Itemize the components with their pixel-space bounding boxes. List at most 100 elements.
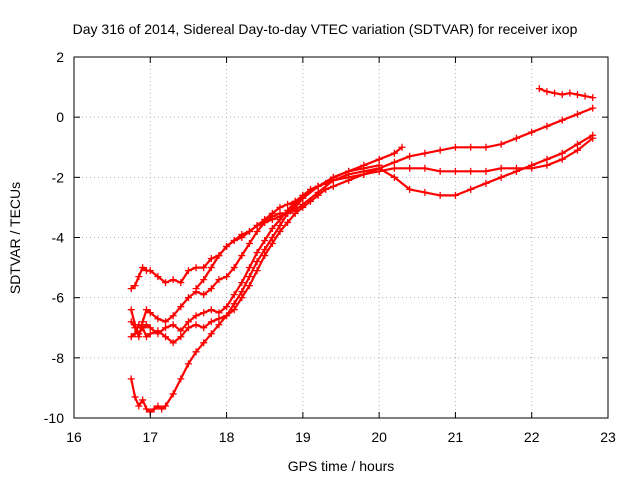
x-tick-label: 18 xyxy=(219,429,235,445)
data-point xyxy=(200,276,208,284)
x-tick-label: 16 xyxy=(66,429,82,445)
data-point xyxy=(146,324,154,332)
data-point xyxy=(261,252,269,260)
data-point xyxy=(127,375,135,383)
data-point xyxy=(543,88,551,96)
data-point xyxy=(169,276,177,284)
data-point xyxy=(543,161,551,169)
x-tick-label: 17 xyxy=(142,429,158,445)
data-point xyxy=(169,312,177,320)
data-point xyxy=(245,264,253,272)
data-point xyxy=(276,212,284,220)
data-point xyxy=(169,321,177,329)
data-point xyxy=(127,285,135,293)
data-point xyxy=(215,309,223,317)
data-point xyxy=(512,134,520,142)
data-point xyxy=(154,330,162,338)
data-point xyxy=(314,182,322,190)
x-axis-label: GPS time / hours xyxy=(288,458,395,474)
data-point xyxy=(375,164,383,172)
data-point xyxy=(558,91,566,99)
data-point xyxy=(299,194,307,202)
data-point xyxy=(238,252,246,260)
data-point xyxy=(573,110,581,118)
data-point xyxy=(589,131,597,139)
data-point xyxy=(192,312,200,320)
data-point xyxy=(135,402,143,410)
data-point xyxy=(467,167,475,175)
data-point xyxy=(207,264,215,272)
data-point xyxy=(238,288,246,296)
data-point xyxy=(200,339,208,347)
data-point xyxy=(497,140,505,148)
data-point xyxy=(261,246,269,254)
y-tick-label: -10 xyxy=(44,410,64,426)
data-point xyxy=(375,155,383,163)
data-point xyxy=(253,258,261,266)
data-point xyxy=(131,282,139,290)
data-point xyxy=(162,279,170,287)
data-point xyxy=(215,321,223,329)
data-point xyxy=(406,152,414,160)
data-point xyxy=(581,92,589,100)
data-point xyxy=(162,324,170,332)
data-point xyxy=(223,312,231,320)
data-point xyxy=(398,143,406,151)
data-point xyxy=(543,155,551,163)
data-point xyxy=(162,402,170,410)
data-point xyxy=(535,85,543,93)
x-tick-label: 19 xyxy=(295,429,311,445)
data-point xyxy=(192,348,200,356)
data-point xyxy=(200,309,208,317)
data-point xyxy=(467,185,475,193)
data-point xyxy=(223,273,231,281)
y-tick-label: -2 xyxy=(52,169,65,185)
data-point xyxy=(184,267,192,275)
data-point xyxy=(406,164,414,172)
data-point xyxy=(268,224,276,232)
data-point xyxy=(314,188,322,196)
data-point xyxy=(139,396,147,404)
data-point xyxy=(177,327,185,335)
y-tick-label: 2 xyxy=(56,49,64,65)
data-point xyxy=(142,405,150,413)
data-point xyxy=(215,252,223,260)
data-point xyxy=(146,330,154,338)
data-point xyxy=(162,333,170,341)
data-point xyxy=(573,91,581,99)
data-point xyxy=(329,182,337,190)
data-point xyxy=(360,161,368,169)
data-point xyxy=(192,264,200,272)
data-point xyxy=(139,264,147,272)
data-point xyxy=(528,128,536,136)
data-point xyxy=(589,94,597,102)
data-point xyxy=(230,300,238,308)
data-point xyxy=(268,215,276,223)
data-point xyxy=(421,149,429,157)
data-point xyxy=(421,188,429,196)
data-point xyxy=(162,318,170,326)
series-layer xyxy=(127,85,597,416)
data-point xyxy=(177,303,185,311)
y-tick-label: 0 xyxy=(56,109,64,125)
data-point xyxy=(390,164,398,172)
data-point xyxy=(528,161,536,169)
series-track-7 xyxy=(535,85,597,102)
data-point xyxy=(497,164,505,172)
data-point xyxy=(390,158,398,166)
data-point xyxy=(268,240,276,248)
data-point xyxy=(192,285,200,293)
data-point xyxy=(291,203,299,211)
data-point xyxy=(268,209,276,217)
x-tick-label: 22 xyxy=(524,429,540,445)
data-point xyxy=(497,173,505,181)
data-point xyxy=(421,164,429,172)
data-point xyxy=(558,155,566,163)
y-tick-label: -6 xyxy=(52,290,65,306)
data-point xyxy=(467,143,475,151)
data-point xyxy=(245,227,253,235)
data-point xyxy=(230,291,238,299)
data-point xyxy=(238,294,246,302)
